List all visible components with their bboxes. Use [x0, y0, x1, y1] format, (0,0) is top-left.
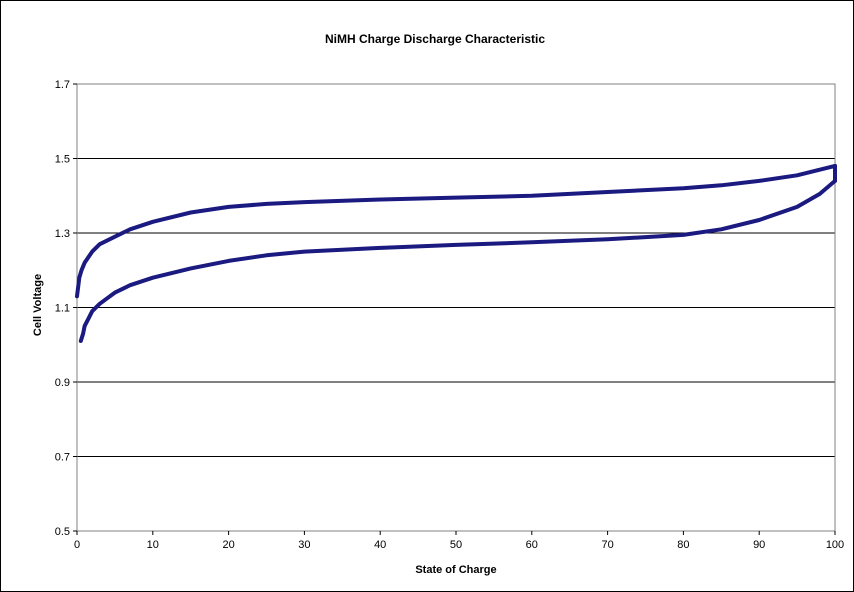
- x-tick-label-0: 0: [74, 539, 80, 551]
- series-group: [75, 163, 837, 343]
- x-axis: 0 10 20 30 40 50 60 70 80 90 100: [74, 531, 844, 551]
- y-tick-label-1: 0.7: [55, 452, 70, 464]
- series-line-0: [75, 163, 837, 299]
- x-tick-label-10: 100: [826, 539, 844, 551]
- x-tick-label-2: 20: [222, 539, 234, 551]
- series-line-1: [78, 178, 837, 343]
- y-tick-label-4: 1.3: [55, 228, 70, 240]
- x-tick-label-4: 40: [374, 539, 386, 551]
- x-tick-label-1: 10: [147, 539, 159, 551]
- x-tick-label-8: 80: [677, 539, 689, 551]
- x-tick-label-9: 90: [753, 539, 765, 551]
- x-tick-label-7: 70: [601, 539, 613, 551]
- y-tick-label-6: 1.7: [55, 79, 70, 91]
- chart-title: NiMH Charge Discharge Characteristic: [325, 32, 545, 46]
- x-axis-title: State of Charge: [415, 564, 496, 576]
- y-tick-label-5: 1.5: [55, 154, 70, 166]
- y-axis-title: Cell Voltage: [32, 274, 44, 336]
- y-tick-label-0: 0.5: [55, 526, 70, 538]
- x-tick-label-5: 50: [450, 539, 462, 551]
- y-axis: 0.5 0.7 0.9 1.1 1.3 1.5 1.7: [55, 79, 77, 538]
- x-tick-label-3: 30: [298, 539, 310, 551]
- y-tick-label-3: 1.1: [55, 303, 70, 315]
- y-tick-label-2: 0.9: [55, 377, 70, 389]
- x-tick-label-6: 60: [526, 539, 538, 551]
- grid: [77, 158, 835, 457]
